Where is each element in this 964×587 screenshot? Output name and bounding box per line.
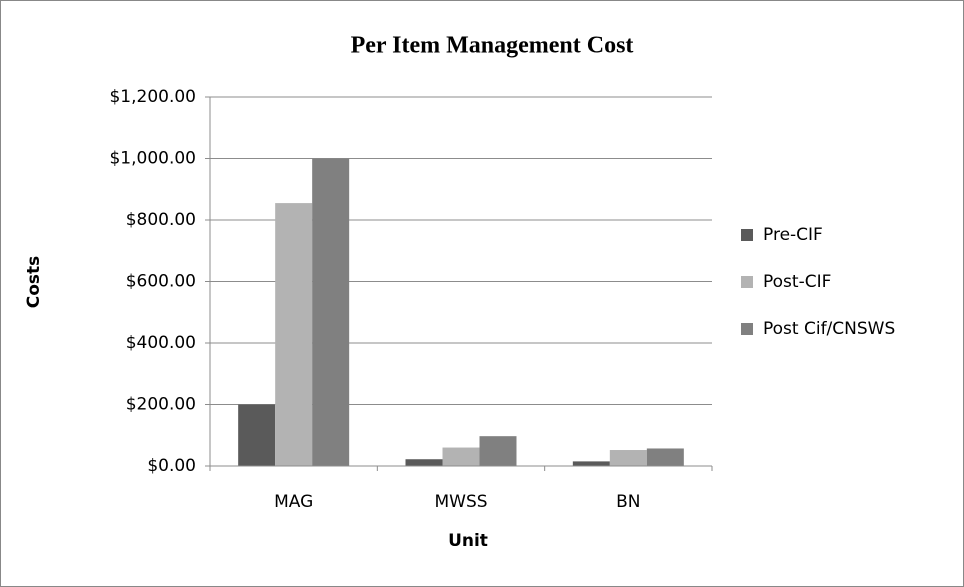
legend-label: Post Cif/CNSWS bbox=[763, 319, 895, 339]
bar bbox=[442, 447, 480, 466]
legend-swatch bbox=[741, 276, 753, 288]
y-tick-label: $800.00 bbox=[126, 210, 196, 230]
x-tick-label: MAG bbox=[274, 492, 313, 512]
y-tick-label: $200.00 bbox=[126, 395, 196, 415]
chart-title: Per Item Management Cost bbox=[351, 33, 634, 59]
legend-swatch bbox=[741, 229, 753, 241]
bar bbox=[275, 203, 313, 466]
y-tick-label: $600.00 bbox=[126, 272, 196, 292]
bar bbox=[238, 404, 276, 466]
legend-label: Post-CIF bbox=[763, 272, 831, 292]
x-tick-label: MWSS bbox=[434, 492, 487, 512]
bar bbox=[609, 450, 647, 466]
y-tick-label: $0.00 bbox=[147, 456, 196, 476]
bar bbox=[479, 436, 517, 466]
bar bbox=[572, 461, 610, 466]
x-axis-label: Unit bbox=[448, 531, 488, 551]
x-tick-label: BN bbox=[616, 492, 640, 512]
legend-swatch bbox=[741, 323, 753, 335]
legend-label: Pre-CIF bbox=[763, 225, 823, 245]
bar bbox=[405, 459, 443, 466]
y-tick-label: $1,000.00 bbox=[109, 149, 196, 169]
y-tick-label: $400.00 bbox=[126, 333, 196, 353]
y-tick-label: $1,200.00 bbox=[109, 87, 196, 107]
y-axis-label: Costs bbox=[24, 256, 44, 309]
bar bbox=[646, 448, 684, 466]
bar bbox=[312, 158, 350, 466]
